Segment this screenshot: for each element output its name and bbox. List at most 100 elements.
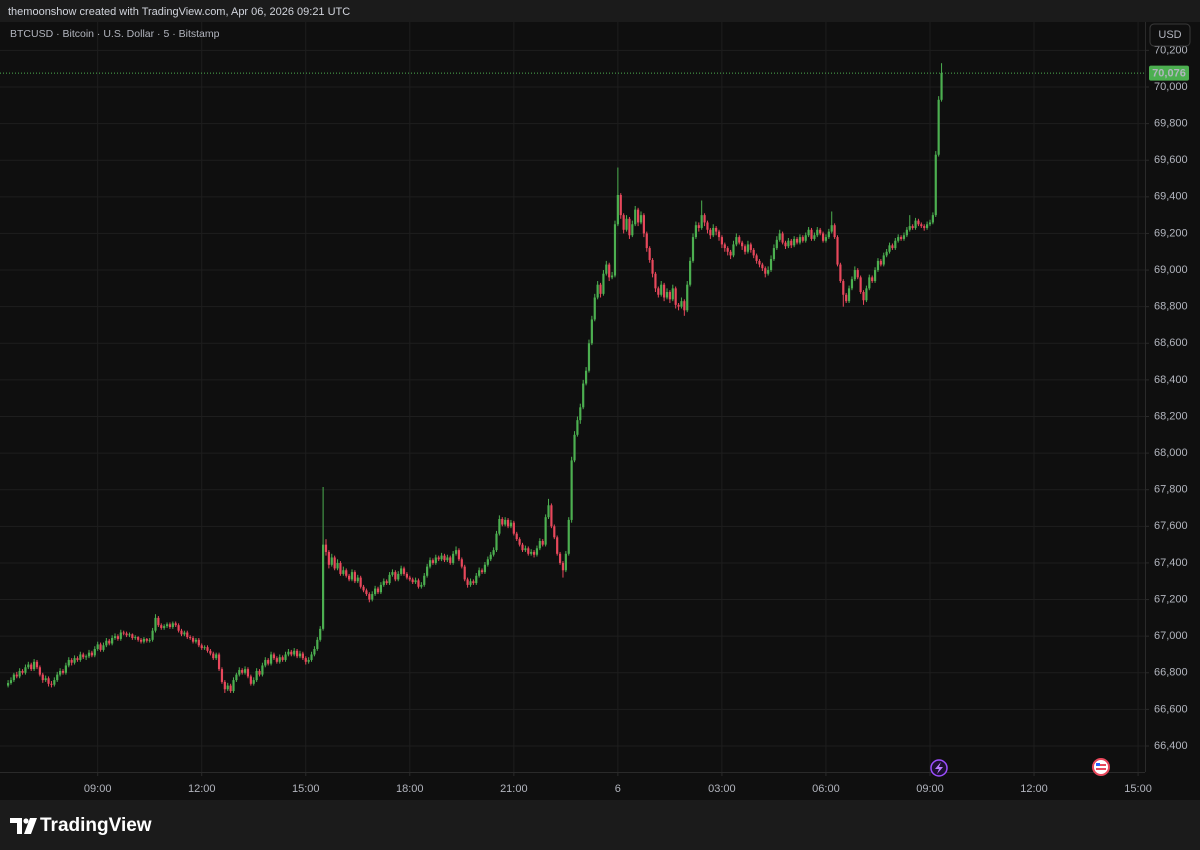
candle-body [683, 301, 686, 311]
candle-body [61, 670, 65, 673]
candle-body [261, 665, 264, 675]
y-tick-label: 66,800 [1154, 667, 1188, 679]
candle-body [113, 636, 117, 638]
candle-body [544, 517, 547, 545]
candle-body [356, 577, 359, 582]
header-bar [0, 0, 1200, 22]
candle-body [865, 288, 868, 301]
candle-body [359, 577, 362, 587]
candle-body [925, 224, 929, 228]
candle-body [816, 229, 819, 236]
candle-body [784, 242, 787, 247]
brand-name[interactable]: TradingView [40, 815, 152, 836]
candle-body [478, 570, 481, 576]
candle-body [480, 570, 484, 573]
candle-body [362, 586, 365, 591]
candle-body [255, 670, 258, 681]
candle-body [524, 548, 527, 551]
brand-logo[interactable]: TradingView [10, 815, 152, 836]
candle-body [330, 557, 333, 565]
y-tick-label: 70,000 [1154, 81, 1188, 93]
candle-body [148, 639, 151, 641]
candle-body [400, 568, 403, 574]
candle-body [397, 573, 400, 580]
candle-body [902, 235, 906, 239]
candle-body [654, 273, 657, 289]
candle-body [382, 581, 385, 585]
candle-body [697, 225, 700, 228]
candle-body [376, 588, 380, 593]
candle-body [567, 519, 570, 554]
candle-body [93, 648, 96, 656]
candle-body [431, 560, 435, 563]
candle-body [911, 226, 914, 228]
x-tick-label: 15:00 [1124, 783, 1152, 795]
candle-body [758, 260, 761, 265]
candle-body [24, 667, 27, 673]
x-tick-label: 12:00 [188, 783, 216, 795]
candle-body [186, 632, 189, 638]
currency-button[interactable] [1149, 23, 1191, 47]
candle-body [622, 215, 625, 230]
candle-body [882, 255, 885, 265]
candle-body [301, 653, 304, 659]
candle-body [350, 572, 354, 580]
candle-body [518, 539, 521, 545]
y-tick-label: 67,400 [1154, 557, 1188, 569]
candle-body [824, 237, 828, 241]
x-tick-label: 18:00 [396, 783, 424, 795]
candle-body [79, 654, 82, 660]
grid [0, 22, 1145, 772]
axes: 66,400 66,600 66,800 67,000 67,200 67,400 67,6… [84, 44, 1189, 795]
candle-body [15, 674, 18, 677]
candle-body [434, 557, 437, 563]
flag-icon-circle[interactable] [1092, 758, 1110, 776]
candle-body [873, 270, 877, 282]
currency-label[interactable]: USD [1158, 29, 1181, 41]
candle-body [469, 581, 472, 585]
candle-body [327, 551, 330, 565]
candle-body [642, 215, 645, 234]
economic-event-icon[interactable] [1092, 758, 1110, 776]
candle-body [928, 222, 932, 225]
candle-body [550, 505, 553, 527]
candle-body [876, 260, 880, 271]
candle-body [134, 637, 137, 639]
candle-body [579, 407, 582, 421]
candle-body [452, 553, 455, 563]
candle-body [457, 550, 461, 560]
candle-body [888, 245, 891, 252]
candle-body [388, 574, 391, 584]
candle-body [12, 674, 15, 681]
candle-body [657, 288, 660, 295]
y-tick-label: 68,200 [1154, 410, 1188, 422]
event-icon[interactable] [930, 759, 948, 777]
candle-body [345, 570, 348, 576]
candle-body [304, 658, 307, 662]
candle-body [278, 657, 281, 662]
candle-body [738, 237, 741, 243]
candle-body [821, 233, 825, 241]
candle-body [275, 658, 278, 662]
candle-body [313, 648, 316, 655]
candle-body [194, 639, 198, 642]
candle-body [587, 343, 591, 371]
candle-body [637, 209, 640, 223]
candle-body [532, 551, 536, 555]
candle-body [677, 304, 680, 307]
y-tick-label: 67,200 [1154, 593, 1188, 605]
candle-body [119, 632, 122, 639]
candle-body [90, 652, 94, 656]
candle-body [908, 226, 911, 230]
candle-body [746, 244, 750, 252]
candle-body [56, 674, 59, 681]
candle-body [18, 670, 21, 677]
candle-body [59, 670, 62, 675]
candle-body [665, 292, 669, 298]
candle-body [512, 522, 515, 534]
candle-body [163, 626, 166, 628]
candle-body [189, 637, 192, 639]
candle-body [931, 215, 934, 223]
